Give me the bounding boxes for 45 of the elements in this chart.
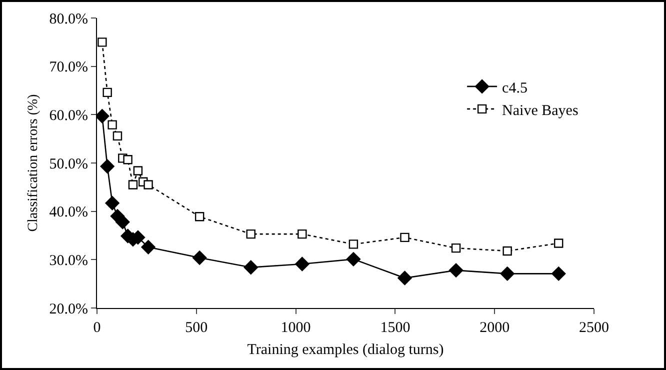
point xyxy=(348,240,358,249)
legend-label: c4.5 xyxy=(502,80,528,96)
point xyxy=(448,263,464,278)
point xyxy=(123,155,132,164)
point xyxy=(500,266,514,281)
point xyxy=(128,180,138,190)
point xyxy=(144,180,153,190)
point xyxy=(346,252,361,266)
point xyxy=(100,159,114,174)
x-tick-label: 1500 xyxy=(380,320,410,336)
x-tick-label: 0 xyxy=(93,320,101,336)
point xyxy=(451,243,461,253)
y-axis-title: Classification errors (%) xyxy=(26,94,41,232)
y-tick-label: 70.0% xyxy=(49,60,88,76)
point xyxy=(102,88,112,98)
point xyxy=(116,214,130,230)
point xyxy=(554,238,564,248)
legend-label: Naive Bayes xyxy=(502,102,578,119)
point xyxy=(141,240,156,254)
x-tick-label: 2500 xyxy=(579,320,609,336)
x-axis-title: Training examples (dialog turns) xyxy=(247,342,444,358)
point xyxy=(502,246,512,256)
point xyxy=(400,232,410,242)
point xyxy=(246,229,256,239)
x-tick-label: 500 xyxy=(185,320,208,336)
x-tick-label: 1000 xyxy=(280,320,311,336)
point xyxy=(108,120,117,130)
point xyxy=(133,166,143,176)
point xyxy=(298,229,307,239)
point xyxy=(552,266,566,281)
y-tick-label: 20.0% xyxy=(49,301,88,318)
point xyxy=(192,250,207,265)
y-tick-label: 30.0% xyxy=(49,252,88,269)
point xyxy=(194,212,204,222)
point xyxy=(398,270,412,286)
x-tick-label: 2000 xyxy=(480,320,510,336)
point xyxy=(244,260,258,274)
y-tick-label: 80.0% xyxy=(49,11,88,28)
y-tick-label: 40.0% xyxy=(49,204,88,221)
y-tick-label: 60.0% xyxy=(49,108,88,124)
point xyxy=(112,131,122,141)
y-tick-label: 50.0% xyxy=(49,156,88,172)
point xyxy=(98,38,107,47)
point xyxy=(105,196,120,210)
point xyxy=(295,256,310,272)
